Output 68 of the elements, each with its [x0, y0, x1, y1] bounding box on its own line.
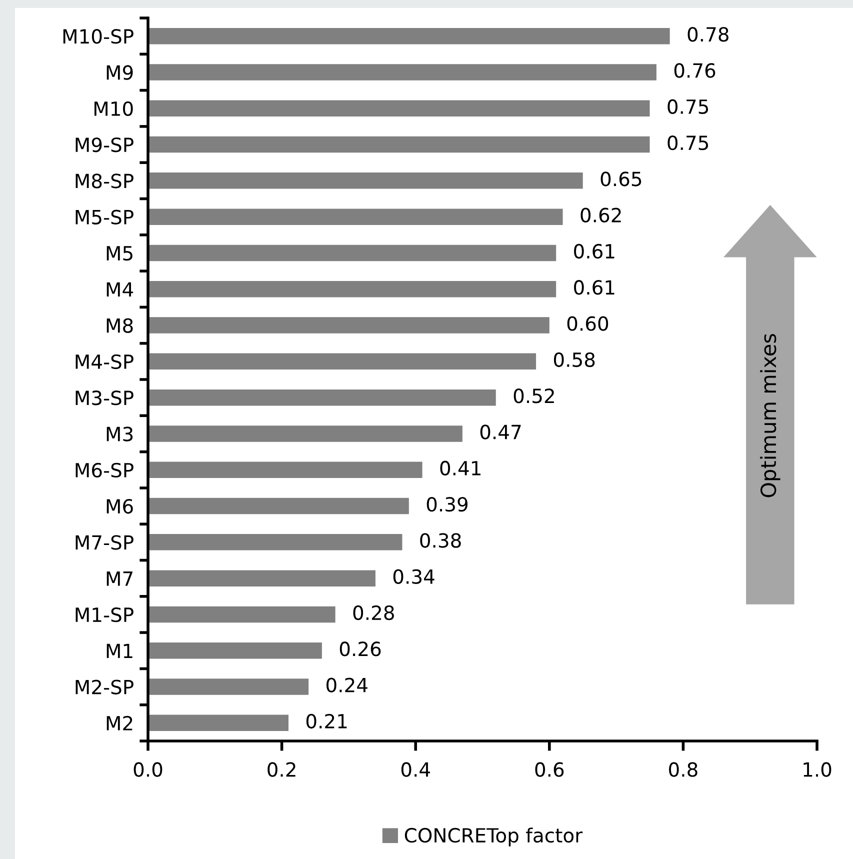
- data-label: 0.34: [393, 569, 434, 584]
- y-tick-label: M4: [106, 282, 134, 297]
- y-tick-label: M8: [106, 318, 133, 333]
- y-tick-label: M9: [106, 65, 133, 80]
- y-tick-label: M4-SP: [76, 354, 134, 370]
- data-label: 0.58: [554, 352, 595, 368]
- y-tick-label: M10-SP: [63, 29, 134, 44]
- bar: [148, 64, 656, 80]
- data-label: 0.78: [688, 27, 728, 42]
- data-label: 0.24: [326, 678, 368, 692]
- bar: [148, 172, 583, 189]
- y-tick-label: M6: [106, 498, 133, 514]
- x-tick-label: 0.6: [535, 762, 564, 777]
- data-label: 0.65: [600, 172, 642, 186]
- data-label: 0.47: [480, 424, 521, 440]
- bar: [148, 244, 556, 262]
- annotation: Optimum mixes: [760, 334, 780, 498]
- data-label: 0.21: [306, 714, 347, 729]
- data-label: 0.61: [574, 280, 614, 295]
- y-tick-label: M10: [94, 101, 133, 116]
- data-label: 0.28: [353, 605, 394, 620]
- y-tick-label: M2: [106, 716, 132, 730]
- y-tick-label: M6-SP: [76, 462, 134, 478]
- data-label: 0.26: [340, 642, 381, 656]
- y-tick-label: M5-SP: [76, 210, 134, 224]
- y-tick-label: M7-SP: [76, 535, 134, 550]
- data-label: 0.75: [668, 135, 708, 150]
- data-label: 0.41: [440, 460, 480, 476]
- y-tick-label: M1: [106, 644, 132, 658]
- data-label: 0.38: [420, 533, 461, 548]
- data-label: 0.62: [580, 208, 621, 222]
- bar: [148, 606, 336, 623]
- bar: [148, 462, 422, 478]
- data-label: 0.76: [674, 63, 716, 78]
- bar: [148, 534, 402, 550]
- bar: [148, 678, 309, 695]
- bar: [148, 389, 496, 406]
- data-label: 0.61: [574, 244, 614, 259]
- bar: [148, 136, 650, 153]
- bar: [148, 280, 556, 298]
- bar: [148, 714, 288, 732]
- bar: [148, 353, 536, 370]
- y-tick-label: M5: [106, 246, 132, 261]
- bar: [148, 317, 550, 334]
- y-tick-label: M1-SP: [76, 607, 134, 622]
- x-tick-label: 0.8: [669, 762, 698, 777]
- bar: [148, 642, 322, 659]
- bar: [148, 498, 409, 514]
- bar: [148, 208, 563, 225]
- x-tick-label: 0.4: [401, 762, 430, 777]
- x-tick-label: 1.0: [804, 762, 832, 777]
- x-tick-label: 0.0: [134, 762, 162, 777]
- legend-label: CONCRETop factor: [404, 828, 583, 846]
- y-tick-label: M8-SP: [76, 174, 134, 188]
- bar: [148, 426, 462, 442]
- bar: [148, 100, 650, 117]
- y-tick-label: M7: [106, 572, 132, 586]
- y-tick-label: M2-SP: [76, 680, 134, 694]
- x-tick-label: 0.2: [268, 762, 296, 777]
- data-label: 0.39: [426, 496, 468, 512]
- y-tick-label: M3: [106, 426, 133, 442]
- bar: [148, 28, 670, 44]
- y-tick-label: M9-SP: [76, 137, 134, 152]
- data-label: 0.52: [514, 388, 554, 404]
- data-label: 0.60: [567, 316, 608, 331]
- bar: [148, 570, 376, 586]
- y-tick-label: M3-SP: [76, 390, 134, 406]
- data-label: 0.75: [668, 99, 708, 114]
